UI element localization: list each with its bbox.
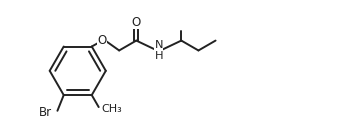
Text: CH₃: CH₃	[102, 104, 122, 114]
Text: O: O	[98, 34, 107, 47]
Text: N
H: N H	[154, 40, 163, 61]
Text: Br: Br	[39, 106, 52, 119]
Text: O: O	[132, 16, 141, 29]
